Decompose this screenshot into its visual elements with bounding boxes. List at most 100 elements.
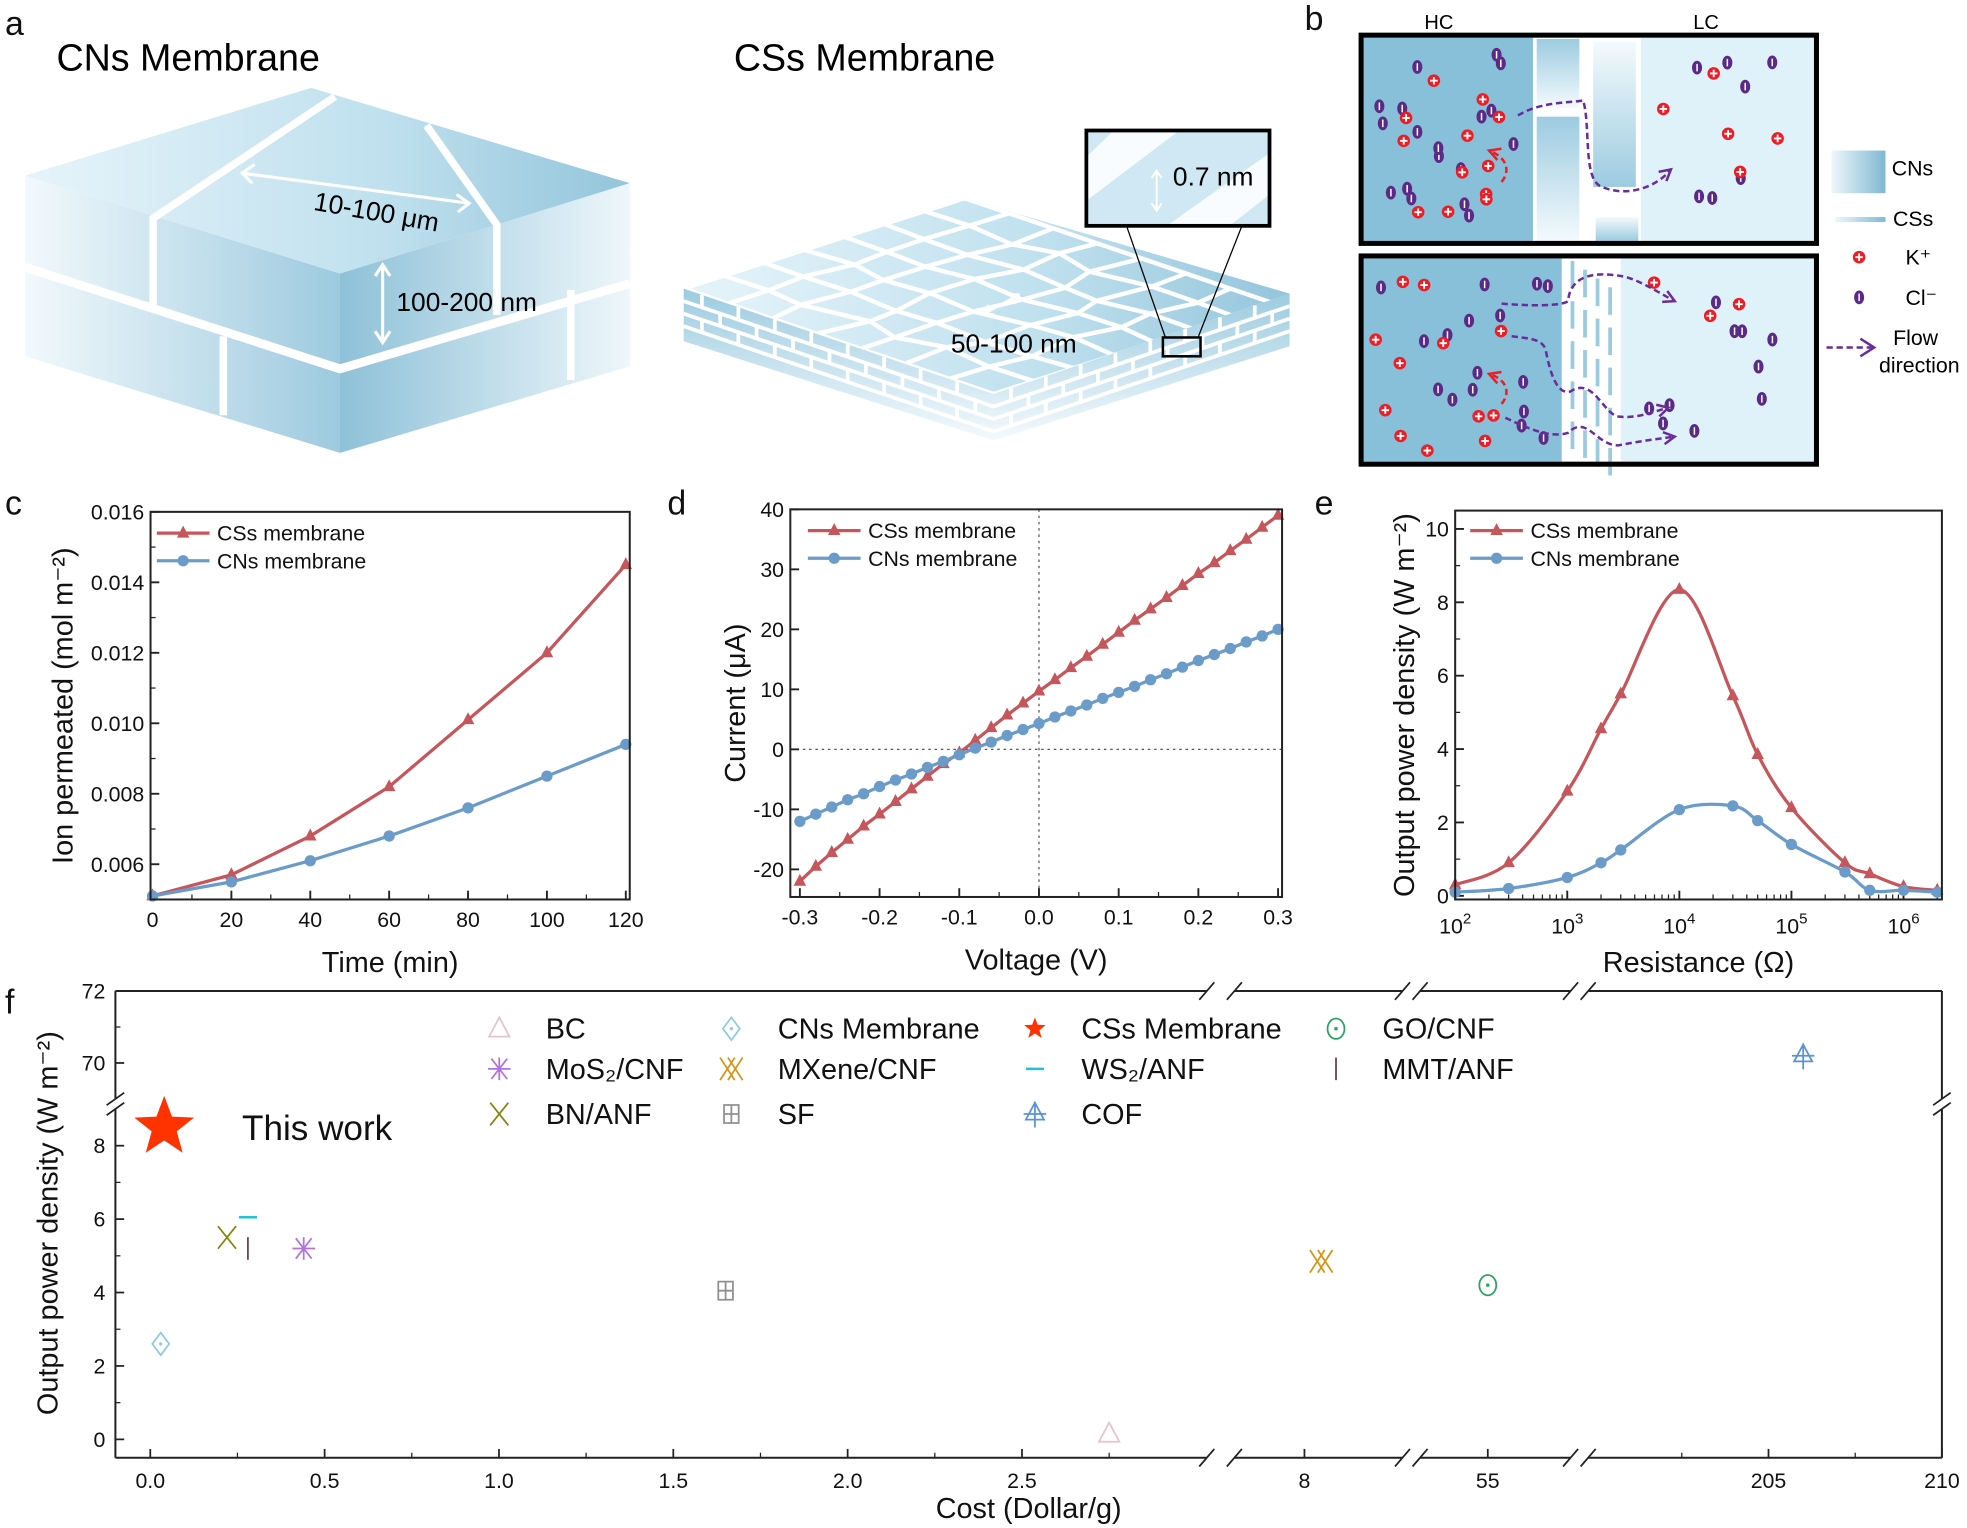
plus-sign [1371,335,1380,344]
lc-label: LC [1693,12,1719,34]
grain-boundary [771,302,802,321]
plus-sign [1396,432,1405,440]
grain-boundary [1120,311,1152,330]
grain-boundary [935,320,987,345]
tick-base: 10 [1663,914,1687,938]
plus-sign [1420,281,1428,289]
legend-label: CNs membrane [1530,547,1679,571]
circle-dot-marker [1326,1017,1346,1040]
x-axis-title: Voltage (V) [965,945,1108,977]
x-tick-label: -0.1 [941,906,978,930]
x-axis-title: Resistance (Ω) [1603,947,1794,979]
css-membrane-illustration: 50-100 nm 0.7 nm [683,128,1291,441]
cl-ion-icon [1767,332,1778,347]
triangle-marker [176,525,190,538]
y-tick-label: 6 [94,1208,106,1232]
axis-break-mark [1562,981,1579,1001]
grain-boundary [886,237,925,254]
cl-ion-icon [1376,280,1387,295]
k-ion-icon [1492,110,1506,124]
shape [1024,1017,1046,1038]
cl-ion-icon [1518,374,1529,389]
k-ion-icon [1399,111,1413,125]
grain-boundary [843,221,886,240]
x-tick-label: -0.2 [861,906,898,930]
cl-ion-icon [1854,290,1865,305]
grain-boundary [935,309,975,325]
triangle-marker [1016,695,1030,708]
y-axis-title: Output power density (W m⁻²) [33,1031,65,1415]
thickness-arrow [373,261,392,346]
circle-marker [1128,680,1141,693]
y-tick-label: 30 [760,558,784,582]
cl-ion-icon [1495,56,1506,71]
axis-break-mark [1411,981,1429,1001]
cns-top-face [25,87,630,274]
x-tick-label: 103 [1551,910,1583,938]
inset-frame [1084,128,1272,228]
triangle-marker [1726,688,1740,701]
grain-boundary [860,335,896,351]
css-membrane-title: CSs Membrane [734,36,995,78]
axis-break-mark [1579,1448,1597,1468]
grain-boundary [1064,269,1091,290]
high-concentration-region [1362,258,1562,462]
axis-break-mark [1932,1101,1952,1116]
grain-boundary [968,211,1010,228]
grain-boundary [945,345,990,369]
circle-marker [1615,844,1627,856]
tick-base: 10 [1887,914,1911,938]
cl-ion-icon [1447,392,1458,407]
triangle-marker [1176,578,1189,590]
grain-boundary [882,264,927,283]
shape [717,1280,734,1301]
tick-base: 10 [1551,914,1575,938]
shape [1791,1042,1815,1070]
grain-boundary [1022,251,1061,272]
shape [1023,1100,1047,1128]
triangle-marker [461,712,475,725]
circle-marker [1017,723,1029,736]
grain-boundary [883,221,925,242]
cl-ion-icon [1464,313,1475,328]
grain-boundary [923,223,971,242]
circle-marker [1727,800,1739,812]
circle-marker [810,808,822,820]
cl-ion-icon [1433,382,1444,397]
arrow-head [1662,430,1678,446]
grain-boundary [1021,297,1079,316]
triangle-marker [841,831,854,844]
legend-label: BC [546,1014,586,1046]
cl-ion-icon [1459,197,1470,212]
plus-sign [1399,278,1407,286]
y-axis-title: Output power density (W m⁻²) [1389,513,1421,897]
zoom-region-box [1161,336,1202,358]
triangle-marker [1560,783,1574,796]
grain-boundary [853,262,885,283]
k-ion-icon [1852,250,1866,264]
circle-marker [1272,623,1284,635]
triangle-marker [1208,555,1221,568]
grain-boundary [1149,300,1199,316]
triangle-open-marker [1097,1420,1121,1443]
grain-boundary [895,308,938,325]
x-tick-label: 0.5 [310,1469,340,1493]
x-tick-label: 2.5 [1007,1469,1037,1493]
asterisk-marker [292,1237,315,1260]
circle-marker [1561,871,1573,884]
grain-boundary [1096,284,1153,303]
flow-path [1501,273,1676,307]
y-tick-label: 0 [1437,884,1449,908]
grain-boundary [1076,298,1098,315]
cns-sheet [1593,41,1636,187]
grain-boundary [894,335,948,350]
triangle-marker [809,858,823,871]
grain-boundary [1011,242,1060,256]
shape [487,1015,511,1038]
k-ion-icon [1379,403,1392,417]
y-tick-label: 72 [82,980,106,1004]
css-sheet [1608,407,1612,436]
legend-label: COF [1081,1099,1142,1131]
circle-marker [1208,648,1220,661]
k-ion-icon [1411,205,1425,219]
